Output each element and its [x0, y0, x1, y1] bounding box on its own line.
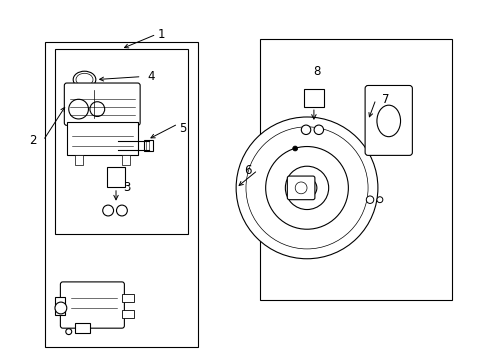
Bar	[107, 167, 124, 187]
FancyBboxPatch shape	[365, 85, 411, 156]
Circle shape	[297, 178, 316, 198]
Circle shape	[292, 146, 297, 151]
Circle shape	[376, 197, 382, 203]
Circle shape	[265, 147, 347, 229]
Bar	[143, 140, 153, 152]
Circle shape	[245, 127, 367, 249]
Text: 4: 4	[147, 70, 155, 83]
Text: 7: 7	[381, 93, 389, 106]
Bar	[259, 39, 451, 300]
Text: 3: 3	[123, 181, 130, 194]
Bar	[75, 323, 90, 333]
Circle shape	[366, 196, 373, 203]
Text: 1: 1	[157, 28, 165, 41]
Circle shape	[102, 205, 113, 216]
Circle shape	[236, 117, 377, 259]
Bar	[67, 122, 138, 156]
Circle shape	[301, 125, 310, 135]
Bar	[75, 156, 82, 165]
Circle shape	[116, 205, 127, 216]
FancyBboxPatch shape	[60, 282, 124, 328]
Text: 5: 5	[179, 122, 186, 135]
FancyBboxPatch shape	[287, 176, 314, 200]
Ellipse shape	[73, 71, 96, 88]
Circle shape	[69, 99, 88, 119]
Bar	[304, 89, 323, 107]
Bar	[55, 297, 65, 315]
Circle shape	[285, 166, 328, 210]
Circle shape	[66, 329, 72, 334]
Text: 2: 2	[29, 134, 37, 147]
Circle shape	[313, 125, 323, 135]
Ellipse shape	[376, 105, 400, 137]
Bar	[45, 42, 197, 347]
Circle shape	[295, 182, 306, 194]
Circle shape	[90, 102, 104, 117]
FancyBboxPatch shape	[64, 83, 140, 125]
Bar	[122, 294, 133, 302]
Bar	[122, 310, 133, 318]
Ellipse shape	[76, 73, 93, 86]
Text: 6: 6	[244, 164, 251, 177]
Text: 8: 8	[312, 65, 320, 78]
Bar	[55, 49, 187, 234]
Circle shape	[55, 302, 67, 314]
Bar	[122, 156, 129, 165]
